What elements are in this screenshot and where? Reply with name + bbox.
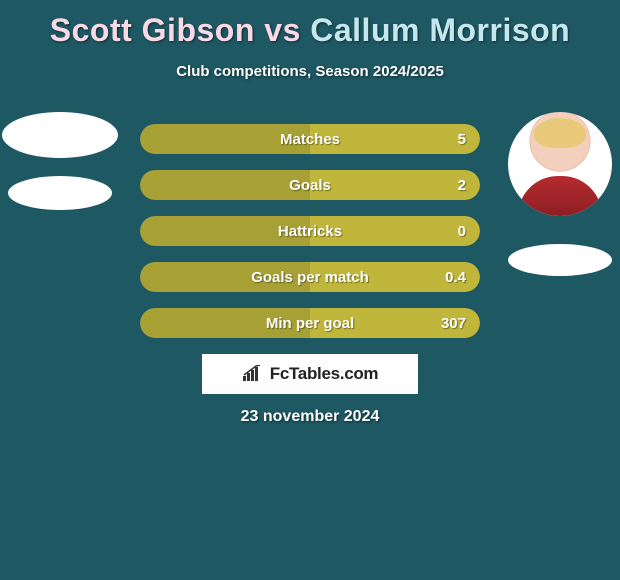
player2-column bbox=[500, 112, 620, 276]
brand-badge[interactable]: FcTables.com bbox=[202, 354, 418, 394]
stat-label: Min per goal bbox=[200, 315, 420, 332]
player2-flag-placeholder bbox=[508, 244, 612, 276]
stat-label: Matches bbox=[200, 131, 420, 148]
vs-label: vs bbox=[264, 12, 301, 48]
stat-bar: Goals per match0.4 bbox=[140, 262, 480, 292]
stat-value-right: 2 bbox=[420, 177, 480, 194]
player2-name: Callum Morrison bbox=[310, 12, 570, 48]
stat-label: Goals bbox=[200, 177, 420, 194]
stat-bar: Hattricks0 bbox=[140, 216, 480, 246]
stat-label: Goals per match bbox=[200, 269, 420, 286]
player1-column bbox=[0, 112, 120, 210]
stat-value-right: 5 bbox=[420, 131, 480, 148]
player2-avatar bbox=[508, 112, 612, 216]
player1-name: Scott Gibson bbox=[50, 12, 255, 48]
comparison-title: Scott Gibson vs Callum Morrison bbox=[0, 0, 620, 49]
stat-value-right: 307 bbox=[420, 315, 480, 332]
stat-bar: Matches5 bbox=[140, 124, 480, 154]
player1-avatar-placeholder bbox=[2, 112, 118, 158]
stat-value-right: 0 bbox=[420, 223, 480, 240]
stat-bar: Min per goal307 bbox=[140, 308, 480, 338]
stat-bars: Matches5Goals2Hattricks0Goals per match0… bbox=[140, 124, 480, 354]
date-label: 23 november 2024 bbox=[0, 408, 620, 426]
brand-text: FcTables.com bbox=[270, 364, 379, 384]
bar-chart-icon bbox=[242, 365, 264, 383]
stat-bar: Goals2 bbox=[140, 170, 480, 200]
subtitle: Club competitions, Season 2024/2025 bbox=[0, 63, 620, 80]
player1-flag-placeholder bbox=[8, 176, 112, 210]
stat-value-right: 0.4 bbox=[420, 269, 480, 286]
stat-label: Hattricks bbox=[200, 223, 420, 240]
